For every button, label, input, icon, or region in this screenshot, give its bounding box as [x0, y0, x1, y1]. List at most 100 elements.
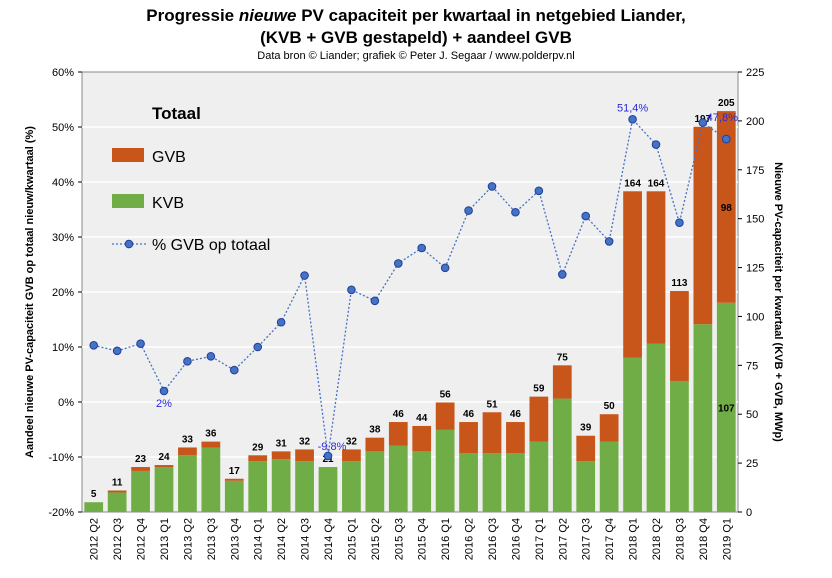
pct-gvb-point: [276, 317, 286, 327]
kvb-bar: [84, 502, 104, 512]
kvb-bar: [529, 441, 549, 512]
total-label: 46: [510, 409, 522, 420]
x-tick-label: 2014 Q1: [253, 518, 265, 560]
x-tick-label: 2012 Q3: [112, 518, 124, 560]
pct-gvb-point: [89, 341, 99, 350]
pct-gvb-line: [93, 117, 727, 456]
gvb-bar: [716, 111, 736, 303]
gvb-bar: [693, 126, 713, 325]
kvb-value-label: 107: [718, 403, 735, 414]
total-label: 205: [718, 98, 735, 109]
pct-gvb-point: [323, 451, 333, 461]
left-tick-label: 30%: [52, 232, 74, 244]
pct-label: -9,8%: [318, 441, 347, 453]
legend-label-gvb: GVB: [152, 149, 186, 166]
kvb-bar: [201, 447, 221, 512]
total-label: 56: [440, 389, 452, 400]
total-label: 32: [299, 436, 311, 447]
x-tick-label: 2014 Q3: [300, 518, 312, 560]
gvb-bar: [552, 365, 572, 399]
chart-title-line2: (KVB + GVB gestapeld) + aandeel GVB: [260, 28, 572, 47]
gvb-bar: [295, 449, 314, 462]
x-tick-label: 2015 Q2: [370, 518, 382, 560]
right-tick-label: 0: [746, 507, 752, 519]
right-tick-label: 125: [746, 263, 764, 275]
pct-gvb-point: [675, 218, 684, 227]
pct-gvb-point: [183, 357, 192, 366]
x-tick-label: 2017 Q3: [581, 518, 593, 560]
x-tick-label: 2016 Q2: [464, 518, 476, 560]
legend-swatch-gvb: [112, 148, 144, 162]
gvb-bar: [388, 422, 408, 446]
total-label: 23: [135, 454, 147, 465]
pct-gvb-point: [604, 237, 614, 246]
kvb-bar: [248, 461, 268, 512]
total-label: 164: [648, 178, 665, 189]
x-tick-label: 2015 Q3: [393, 518, 405, 560]
x-tick-label: 2013 Q1: [159, 518, 171, 560]
x-tick-label: 2013 Q4: [229, 518, 241, 560]
x-tick-label: 2016 Q1: [440, 518, 452, 560]
kvb-bar: [271, 459, 291, 512]
pct-gvb-point: [511, 207, 520, 217]
x-tick-label: 2012 Q2: [89, 518, 101, 560]
right-tick-label: 150: [746, 214, 764, 226]
pct-label: 47,8%: [707, 112, 738, 124]
kvb-bar: [388, 445, 408, 512]
total-label: 75: [557, 352, 569, 363]
left-tick-label: 60%: [52, 67, 74, 79]
left-tick-label: -20%: [48, 507, 74, 519]
kvb-bar: [506, 453, 525, 512]
kvb-bar: [552, 398, 572, 512]
gvb-bar: [576, 435, 596, 462]
total-label: 59: [533, 384, 545, 395]
kvb-bar: [178, 455, 197, 512]
kvb-bar: [646, 343, 666, 512]
right-tick-label: 225: [746, 67, 764, 79]
pct-gvb-point: [464, 206, 473, 215]
gvb-bar: [599, 414, 619, 442]
legend-label-kvb: KVB: [152, 195, 184, 212]
total-label: 31: [276, 438, 288, 449]
pct-gvb-point: [393, 259, 403, 268]
gvb-bar: [224, 478, 244, 481]
kvb-bar: [576, 461, 596, 512]
right-tick-label: 25: [746, 458, 758, 470]
chart-title: Progressie nieuwe PV capaciteit per kwar…: [146, 6, 686, 25]
kvb-bar: [693, 324, 713, 512]
x-tick-label: 2017 Q1: [534, 518, 546, 560]
pct-gvb-point: [557, 270, 567, 279]
gvb-bar: [459, 422, 478, 454]
left-tick-label: 50%: [52, 122, 74, 134]
y-axis-right-title: Nieuwe PV-capaciteit per kwartaal (KVB +…: [772, 162, 784, 442]
pct-gvb-point: [440, 263, 450, 273]
kvb-bar: [224, 480, 244, 512]
total-label: 46: [463, 409, 475, 420]
gvb-bar: [271, 451, 291, 460]
kvb-bar: [482, 453, 502, 512]
gvb-bar: [365, 437, 385, 452]
x-tick-label: 2015 Q4: [417, 518, 429, 560]
total-label: 46: [393, 409, 405, 420]
gvb-bar: [342, 449, 361, 462]
left-tick-label: 0%: [58, 397, 74, 409]
right-tick-label: 200: [746, 116, 764, 128]
gvb-bar: [482, 412, 502, 454]
gvb-bar: [412, 425, 432, 452]
total-label: 5: [91, 489, 97, 500]
kvb-bar: [716, 302, 736, 512]
pct-gvb-point: [300, 271, 309, 280]
legend-label-pct: % GVB op totaal: [152, 237, 270, 254]
kvb-bar: [459, 453, 478, 512]
kvb-bar: [107, 492, 127, 512]
left-tick-label: 40%: [52, 177, 74, 189]
pct-gvb-point: [347, 285, 356, 295]
kvb-bar: [295, 461, 314, 512]
x-tick-label: 2013 Q2: [182, 518, 194, 560]
x-tick-label: 2016 Q4: [510, 518, 522, 560]
x-tick-label: 2019 Q1: [721, 518, 733, 560]
kvb-bar: [342, 461, 361, 512]
gvb-bar: [529, 396, 549, 442]
total-label: 39: [580, 423, 592, 434]
kvb-bar: [131, 470, 150, 512]
